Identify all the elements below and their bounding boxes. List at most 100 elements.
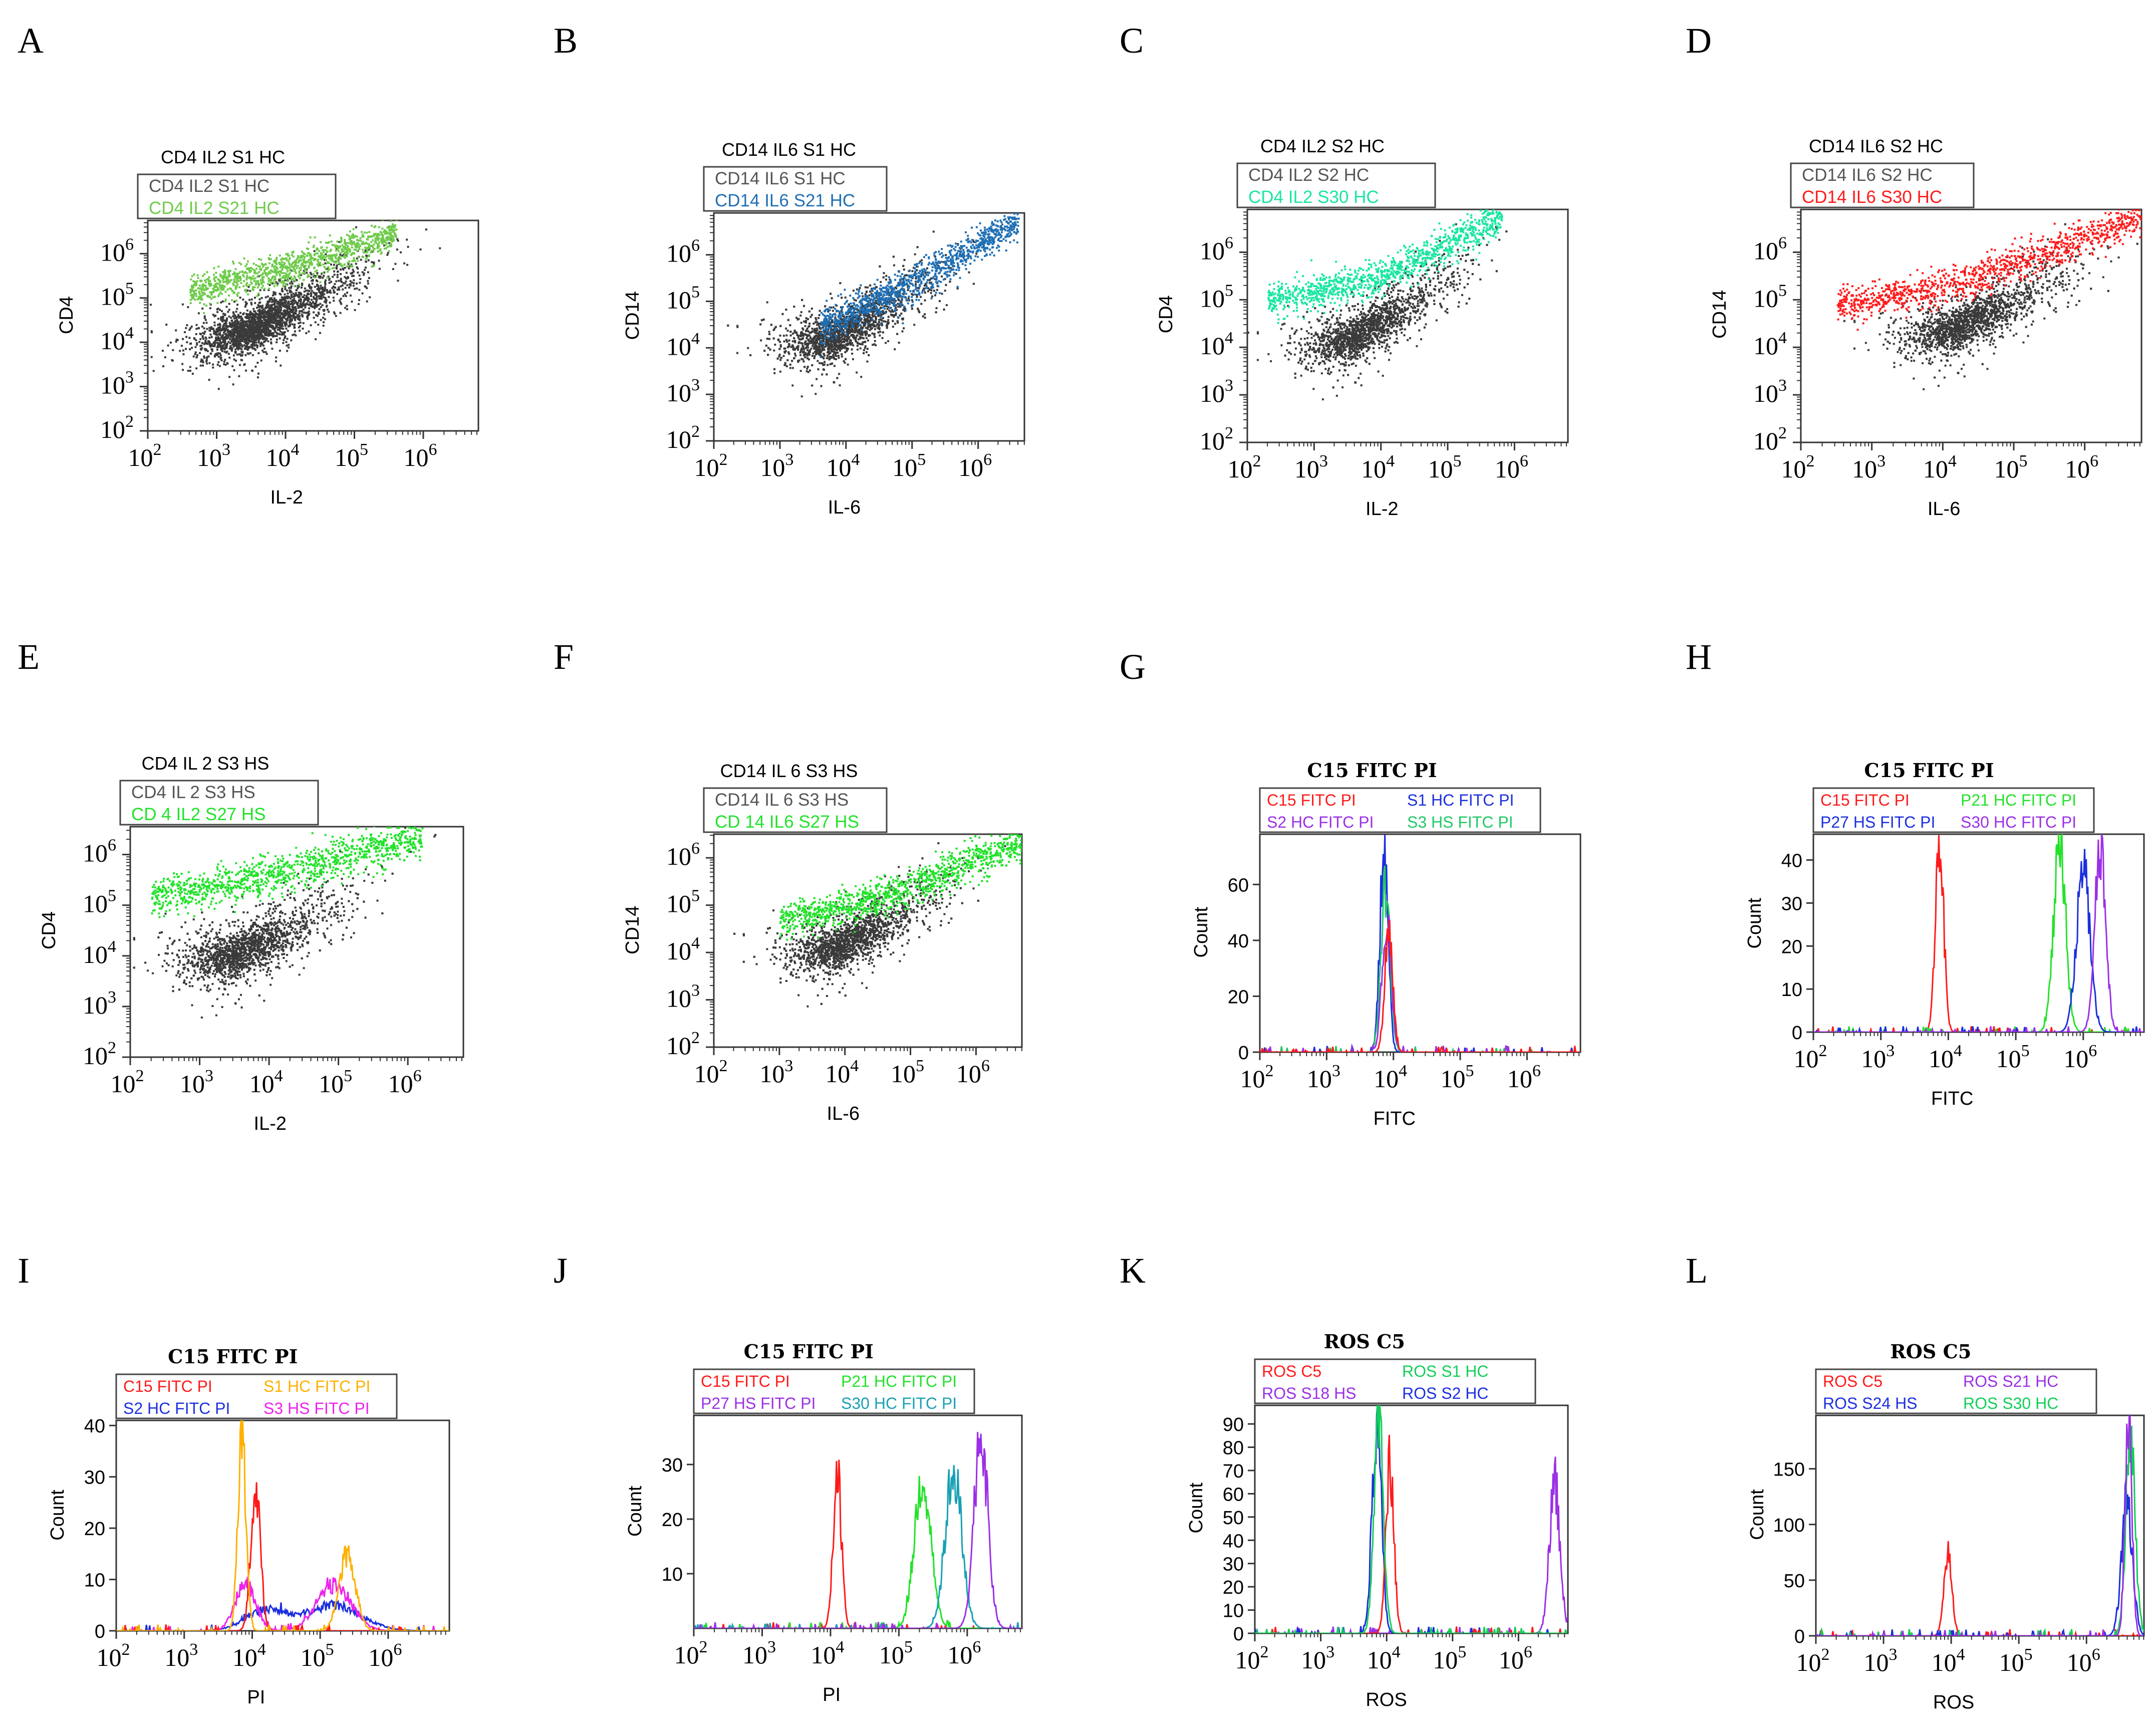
data-point — [298, 306, 300, 309]
data-point — [387, 238, 390, 240]
data-point — [281, 257, 284, 260]
data-point — [254, 310, 256, 313]
data-point — [250, 303, 253, 306]
data-point — [203, 273, 206, 276]
data-point — [274, 302, 276, 304]
data-point — [190, 294, 192, 297]
data-point — [266, 267, 268, 270]
data-point — [208, 341, 210, 343]
data-point — [259, 331, 262, 334]
data-point — [263, 269, 266, 272]
data-point — [194, 351, 197, 354]
data-point — [262, 324, 265, 327]
data-point — [235, 320, 238, 322]
data-point — [230, 279, 232, 281]
data-point — [320, 293, 322, 295]
data-point — [311, 290, 313, 292]
data-point — [239, 339, 241, 341]
data-point — [848, 311, 851, 314]
data-point — [271, 265, 274, 268]
data-point — [221, 345, 223, 347]
data-point — [225, 351, 227, 354]
data-point — [228, 287, 231, 290]
data-point — [345, 272, 348, 274]
data-point — [810, 316, 812, 318]
data-point — [215, 286, 218, 288]
data-point — [812, 345, 814, 347]
data-point — [283, 283, 285, 286]
data-point — [894, 348, 896, 351]
data-point — [219, 358, 222, 360]
data-point — [239, 323, 242, 326]
data-point — [337, 245, 340, 248]
data-point — [315, 301, 318, 303]
legend-entry: CD4 IL2 S1 HC — [149, 176, 270, 196]
data-point — [271, 301, 273, 303]
data-point — [895, 304, 897, 307]
data-point — [336, 244, 338, 247]
data-point — [236, 293, 238, 296]
data-point — [231, 347, 233, 350]
data-point — [226, 288, 229, 291]
data-point — [373, 234, 376, 237]
data-point — [277, 311, 280, 313]
data-point — [281, 269, 284, 271]
data-point — [277, 301, 280, 304]
data-point — [815, 339, 817, 341]
data-point — [341, 284, 344, 287]
data-point — [328, 278, 331, 280]
data-point — [189, 348, 191, 351]
data-point — [368, 277, 370, 279]
data-point — [349, 280, 352, 283]
data-point — [807, 371, 810, 373]
data-point — [272, 282, 274, 285]
data-point — [289, 277, 291, 280]
data-point — [307, 290, 310, 292]
data-point — [286, 306, 289, 309]
data-point — [207, 283, 210, 286]
data-point — [189, 366, 191, 368]
data-point — [935, 307, 938, 309]
data-point — [859, 336, 861, 338]
data-point — [195, 284, 198, 286]
data-point — [244, 265, 247, 268]
data-point — [274, 283, 277, 285]
data-point — [227, 335, 229, 338]
data-point — [190, 289, 193, 291]
data-point — [274, 317, 277, 320]
data-point — [217, 283, 219, 285]
data-point — [309, 272, 312, 274]
data-point — [807, 326, 810, 328]
data-point — [347, 277, 350, 279]
data-point — [313, 311, 315, 314]
data-point — [236, 319, 238, 321]
data-point — [348, 260, 351, 263]
data-point — [315, 294, 318, 297]
data-point — [340, 268, 342, 271]
data-point — [205, 278, 208, 281]
data-point — [220, 286, 222, 289]
data-point — [245, 342, 248, 344]
data-point — [210, 291, 213, 293]
data-point — [296, 267, 298, 270]
data-point — [268, 279, 271, 281]
data-point — [305, 312, 307, 314]
data-point — [842, 338, 844, 341]
data-point — [194, 346, 197, 348]
data-point — [292, 334, 294, 336]
data-point — [215, 332, 217, 334]
data-point — [311, 262, 313, 265]
data-point — [257, 275, 260, 278]
data-point — [233, 273, 235, 276]
data-point — [240, 263, 242, 266]
data-point — [246, 276, 248, 278]
data-point — [203, 355, 205, 358]
data-point — [358, 243, 360, 245]
data-point — [259, 289, 261, 292]
data-point — [298, 292, 300, 294]
data-point — [806, 354, 808, 357]
data-point — [849, 332, 851, 334]
data-point — [359, 244, 362, 247]
data-point — [246, 317, 248, 319]
data-point — [378, 234, 381, 236]
